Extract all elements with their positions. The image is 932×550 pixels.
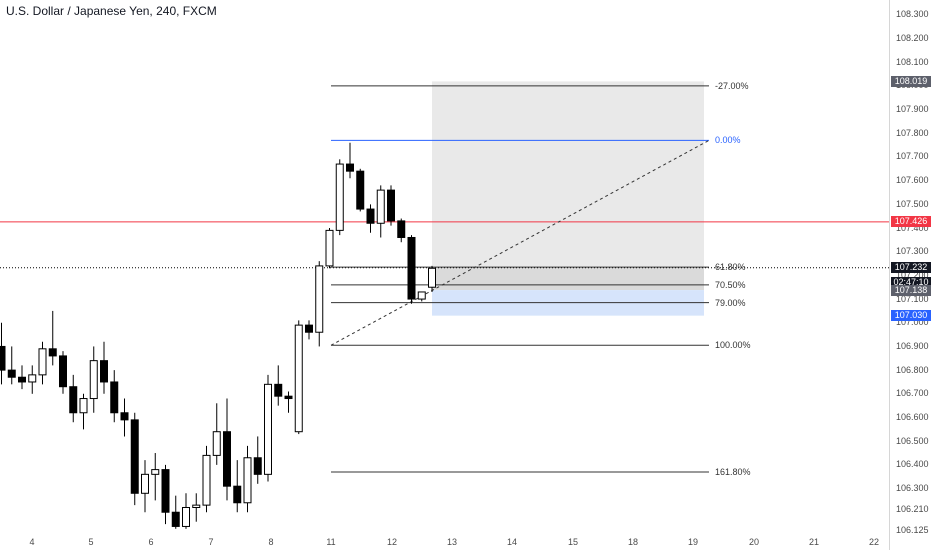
- candle-body: [335, 163, 344, 231]
- candle-body: [79, 398, 88, 414]
- candle-body: [315, 265, 324, 333]
- price-tick-label: 107.500: [896, 198, 929, 209]
- time-tick-label: 14: [506, 537, 518, 547]
- price-tick-label: 106.300: [896, 483, 929, 494]
- candle-body: [274, 383, 283, 397]
- price-tick-label: 107.300: [896, 246, 929, 257]
- candle-body: [212, 431, 221, 456]
- candle-body: [28, 374, 37, 383]
- fib-label: 161.80%: [715, 466, 751, 477]
- fib-label: 61.80%: [715, 262, 746, 273]
- candle-body: [48, 348, 57, 357]
- candle-body: [233, 485, 242, 504]
- candle-body: [253, 457, 262, 475]
- time-tick-label: 13: [446, 537, 458, 547]
- price-tick-label: 106.210: [896, 504, 929, 515]
- candle-body: [18, 376, 26, 383]
- candle-body: [141, 473, 149, 494]
- time-tick-label: 19: [687, 537, 699, 547]
- price-tick-label: 107.200: [896, 269, 929, 280]
- entry-zone: [432, 268, 704, 291]
- price-badge: 108.019: [891, 75, 931, 87]
- fib-label: 79.00%: [715, 297, 746, 308]
- price-badge: 107.426: [891, 216, 931, 228]
- price-tick-label: 107.900: [896, 104, 929, 115]
- candle-body: [171, 511, 180, 527]
- price-tick-label: 106.600: [896, 411, 929, 422]
- candle-body: [59, 355, 67, 388]
- candle-body: [407, 236, 416, 300]
- time-tick-label: 4: [29, 537, 35, 547]
- candle-body: [417, 291, 426, 300]
- time-tick-label: 5: [88, 537, 94, 547]
- candle-body: [376, 189, 385, 224]
- candle-body: [202, 454, 211, 506]
- time-tick-label: 8: [268, 537, 274, 547]
- time-tick-label: 11: [326, 537, 336, 547]
- price-badge: 107.232: [891, 262, 931, 274]
- candle-body: [284, 395, 293, 400]
- candle-body: [151, 469, 160, 475]
- price-tick-label: 108.100: [896, 56, 929, 67]
- candle-body: [89, 360, 98, 400]
- time-tick-label: 21: [808, 537, 820, 547]
- price-chart[interactable]: [0, 0, 889, 550]
- candle-body: [161, 469, 170, 513]
- candle-body: [38, 348, 47, 376]
- price-tick-label: 107.800: [896, 127, 929, 138]
- candle-body: [346, 163, 354, 172]
- price-tick-label: 106.800: [896, 364, 929, 375]
- chart-title: U.S. Dollar / Japanese Yen, 240, FXCM: [6, 4, 217, 18]
- time-tick-label: 15: [567, 537, 579, 547]
- price-badge: 107.138: [891, 284, 931, 296]
- candle-body: [387, 189, 395, 222]
- candle-body: [356, 170, 365, 210]
- price-tick-label: 107.000: [896, 317, 929, 328]
- target-zone: [432, 81, 704, 291]
- candle-body: [100, 360, 108, 383]
- candle-body: [192, 504, 201, 508]
- candle-body: [428, 267, 436, 288]
- candle-body: [110, 381, 119, 414]
- candle-body: [223, 431, 231, 487]
- price-axis[interactable]: 108.300108.200108.100108.000107.900107.8…: [889, 0, 932, 550]
- price-tick-label: 106.900: [896, 340, 929, 351]
- price-badge: 107.030: [891, 310, 931, 322]
- price-tick-label: 106.400: [896, 459, 929, 470]
- candle-body: [0, 345, 6, 371]
- candle-body: [305, 324, 313, 333]
- time-tick-label: 6: [148, 537, 154, 547]
- price-badge: 02:47:10: [891, 276, 931, 288]
- fib-label: 70.50%: [715, 279, 746, 290]
- price-tick-label: 106.500: [896, 435, 929, 446]
- fib-label: 0.00%: [715, 135, 741, 146]
- time-tick-label: 22: [868, 537, 880, 547]
- candle-body: [69, 386, 78, 414]
- candle-body: [325, 229, 334, 267]
- time-tick-label: 20: [748, 537, 760, 547]
- price-tick-label: 108.200: [896, 33, 929, 44]
- time-tick-label: 7: [208, 537, 214, 547]
- time-tick-label: 12: [386, 537, 398, 547]
- price-tick-label: 107.700: [896, 151, 929, 162]
- price-tick-label: 107.600: [896, 175, 929, 186]
- price-tick-label: 108.300: [896, 9, 929, 20]
- time-tick-label: 18: [627, 537, 639, 547]
- candle-body: [130, 419, 139, 494]
- candle-body: [182, 506, 190, 527]
- price-tick-label: 106.700: [896, 388, 929, 399]
- candle-body: [397, 220, 406, 238]
- fib-label: -27.00%: [715, 80, 749, 91]
- price-tick-label: 106.125: [896, 524, 929, 535]
- price-tick-label: 107.400: [896, 222, 929, 233]
- fib-label: 100.00%: [715, 340, 751, 351]
- candle-body: [7, 369, 16, 378]
- candle-body: [366, 208, 375, 224]
- candle-body: [243, 457, 252, 504]
- candle-body: [294, 324, 303, 433]
- candle-body: [264, 383, 272, 475]
- price-tick-label: 107.100: [896, 293, 929, 304]
- candle-body: [120, 412, 129, 421]
